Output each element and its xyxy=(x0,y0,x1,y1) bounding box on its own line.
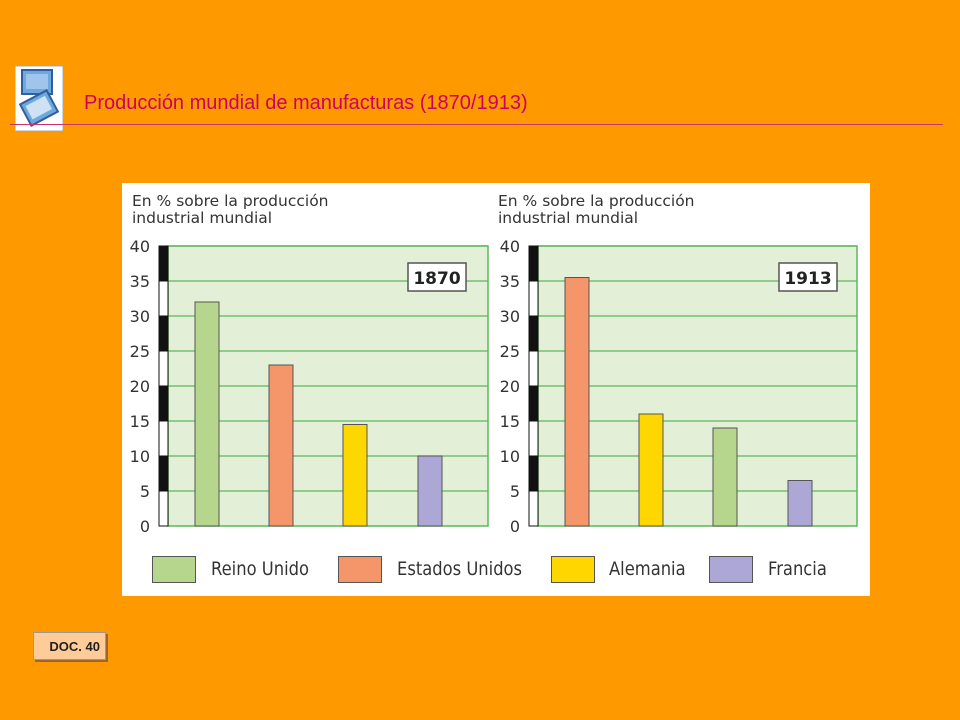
y-tick-label: 10 xyxy=(500,447,520,466)
legend-label: Alemania xyxy=(609,558,686,580)
y-axis-label-line: En % sobre la producción xyxy=(132,192,329,210)
y-axis-segment xyxy=(528,385,539,422)
bar-charts: En % sobre la producción industrial mundi… xyxy=(130,192,858,536)
legend-swatch-estados-unidos xyxy=(338,556,382,583)
title-divider xyxy=(10,124,943,125)
legend-swatch-francia xyxy=(709,556,753,583)
y-axis-label-line: industrial mundial xyxy=(498,209,638,227)
legend-label: Reino Unido xyxy=(211,558,309,580)
y-axis-label: En % sobre la producción industrial mundi… xyxy=(498,192,695,227)
doc-badge-label: DOC. 40 xyxy=(49,639,100,654)
y-tick-label: 30 xyxy=(500,307,520,326)
y-tick-label: 5 xyxy=(140,482,150,501)
year-box xyxy=(407,262,467,292)
y-axis-segment xyxy=(158,420,169,457)
chart-title: 1913 xyxy=(784,269,831,289)
bar-francia xyxy=(787,480,813,527)
chart-1913: En % sobre la producción industrial mundi… xyxy=(498,192,858,536)
bar-reino-unido xyxy=(194,301,220,527)
y-axis-segment xyxy=(528,280,539,317)
bar-estados-unidos xyxy=(564,277,590,527)
monitor-document-icon xyxy=(15,66,63,131)
y-tick-label: 0 xyxy=(140,517,150,536)
y-axis-segment xyxy=(528,490,539,527)
y-axis-segment xyxy=(528,420,539,457)
slide-title: Producción mundial de manufacturas (1870… xyxy=(84,92,528,114)
bar-estados-unidos xyxy=(268,364,294,527)
y-tick-label: 25 xyxy=(130,342,150,361)
y-tick-label: 10 xyxy=(130,447,150,466)
y-tick-label: 0 xyxy=(510,517,520,536)
y-tick-label: 40 xyxy=(130,237,150,256)
y-tick-label: 30 xyxy=(130,307,150,326)
y-axis-label: En % sobre la producción industrial mundi… xyxy=(132,192,329,227)
y-axis-label-line: industrial mundial xyxy=(132,209,272,227)
chart-title: 1870 xyxy=(413,269,460,289)
chart-legend: Reino Unido Estados Unidos Alemania Fran… xyxy=(122,553,870,587)
year-box xyxy=(778,262,838,292)
legend-label: Estados Unidos xyxy=(397,558,523,580)
y-axis-segment xyxy=(158,315,169,352)
legend-swatch-reino-unido xyxy=(152,556,196,583)
bar-francia xyxy=(417,455,443,527)
legend-swatch-alemania xyxy=(551,556,595,583)
doc-badge: DOC. 40 xyxy=(33,632,106,660)
bar-alemania xyxy=(638,413,664,527)
chart-1870: En % sobre la producción industrial mundi… xyxy=(130,192,489,536)
y-axis-label-line: En % sobre la producción xyxy=(498,192,695,210)
y-axis-segment xyxy=(158,245,169,282)
bar-alemania xyxy=(342,424,368,527)
y-tick-label: 15 xyxy=(130,412,150,431)
y-tick-label: 35 xyxy=(500,272,520,291)
y-tick-label: 20 xyxy=(500,377,520,396)
y-tick-label: 15 xyxy=(500,412,520,431)
y-axis-segment xyxy=(528,350,539,387)
y-axis-segment xyxy=(158,280,169,317)
y-axis-segment xyxy=(158,385,169,422)
y-axis-segment xyxy=(158,455,169,492)
chart-panel: En % sobre la producción industrial mundi… xyxy=(122,183,870,596)
y-tick-label: 5 xyxy=(510,482,520,501)
bar-reino-unido xyxy=(712,427,738,527)
y-tick-label: 35 xyxy=(130,272,150,291)
y-axis-segment xyxy=(158,490,169,527)
y-tick-label: 20 xyxy=(130,377,150,396)
y-axis-segment xyxy=(528,315,539,352)
y-axis-segment xyxy=(528,455,539,492)
y-tick-label: 25 xyxy=(500,342,520,361)
legend-label: Francia xyxy=(768,558,827,580)
y-axis-segment xyxy=(528,245,539,282)
y-tick-label: 40 xyxy=(500,237,520,256)
y-axis-segment xyxy=(158,350,169,387)
